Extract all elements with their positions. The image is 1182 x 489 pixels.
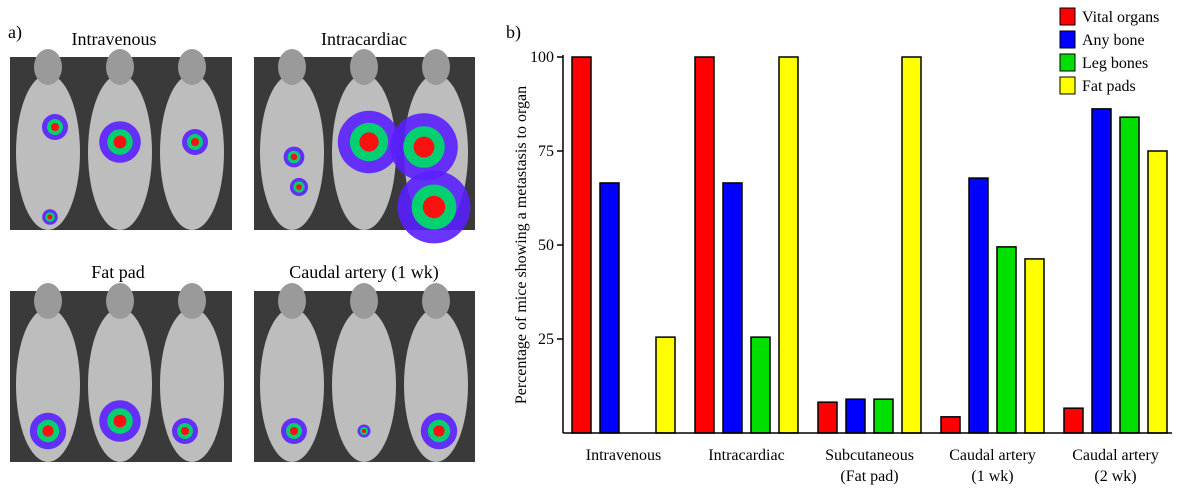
- signal: [296, 184, 302, 190]
- bar: [817, 401, 838, 434]
- legend-label: Fat pads: [1082, 78, 1136, 95]
- bar: [940, 416, 961, 434]
- signal: [113, 135, 127, 149]
- legend-swatch: [1059, 76, 1076, 95]
- bar: [1147, 150, 1168, 434]
- bar: [778, 56, 799, 434]
- signal: [42, 425, 54, 437]
- mouse-head: [34, 49, 62, 85]
- legend-label: Any bone: [1082, 32, 1145, 49]
- mouse-head: [350, 283, 378, 319]
- signal: [51, 123, 59, 131]
- signal: [113, 414, 127, 428]
- mouse-head: [106, 283, 134, 319]
- image-title: Intracardiac: [321, 29, 407, 49]
- signal: [290, 153, 298, 161]
- photo: [10, 283, 232, 462]
- photos: [10, 49, 475, 462]
- photo: [254, 283, 475, 462]
- x-tick-label: Subcutaneous (Fat pad): [825, 447, 914, 485]
- bar: [968, 177, 989, 434]
- bar: [694, 56, 715, 434]
- legend-swatch: [1059, 53, 1076, 72]
- y-axis-label: Percentage of mice showing a metastasis …: [513, 86, 530, 404]
- x-tick-label: Caudal artery (2 wk): [1072, 447, 1159, 485]
- mouse-head: [422, 49, 450, 85]
- mouse-head: [34, 283, 62, 319]
- bar: [845, 398, 866, 434]
- legend-label: Vital organs: [1082, 9, 1159, 26]
- legend-swatch: [1059, 7, 1076, 26]
- signal: [433, 425, 445, 437]
- image-title: Intravenous: [72, 29, 157, 49]
- panel-label: b): [506, 22, 521, 43]
- mouse-head: [422, 283, 450, 319]
- bar: [655, 336, 676, 434]
- bar: [599, 182, 620, 434]
- bar: [571, 56, 592, 434]
- bar: [1119, 116, 1140, 434]
- mouse-head: [106, 49, 134, 85]
- bar: [901, 56, 922, 434]
- signal: [181, 427, 189, 435]
- image-title: Fat pad: [91, 262, 145, 282]
- x-tick-label: Caudal artery (1 wk): [949, 447, 1036, 485]
- y-tick-label: 75: [538, 143, 554, 160]
- y-tick-label: 100: [530, 49, 554, 66]
- bar: [722, 182, 743, 434]
- mouse-head: [278, 49, 306, 85]
- signal: [359, 132, 379, 152]
- mouse-head: [278, 283, 306, 319]
- mouse-head: [178, 283, 206, 319]
- signal: [422, 195, 446, 219]
- signal: [47, 214, 53, 220]
- photo: [10, 49, 232, 230]
- bar: [996, 246, 1017, 434]
- bar: [1063, 407, 1084, 434]
- bar: [1024, 258, 1045, 434]
- x-tick-label: Intravenous: [586, 447, 662, 464]
- signal: [413, 136, 435, 158]
- y-tick-label: 50: [538, 237, 554, 254]
- signal: [191, 138, 199, 146]
- bar: [873, 398, 894, 434]
- mouse: [16, 74, 80, 230]
- image-title: Caudal artery (1 wk): [289, 262, 438, 283]
- bar: [1091, 108, 1112, 434]
- signal: [290, 427, 298, 435]
- panel-label: a): [8, 22, 22, 43]
- legend-label: Leg bones: [1082, 55, 1148, 72]
- y-tick-label: 25: [538, 331, 554, 348]
- signal: [362, 429, 366, 433]
- mouse: [260, 308, 324, 462]
- bar: [750, 336, 771, 434]
- x-tick-label: Intracardiac: [708, 447, 784, 464]
- mouse-head: [350, 49, 378, 85]
- mouse-head: [178, 49, 206, 85]
- mouse: [332, 308, 396, 462]
- legend-swatch: [1059, 30, 1076, 49]
- photo: [254, 49, 475, 244]
